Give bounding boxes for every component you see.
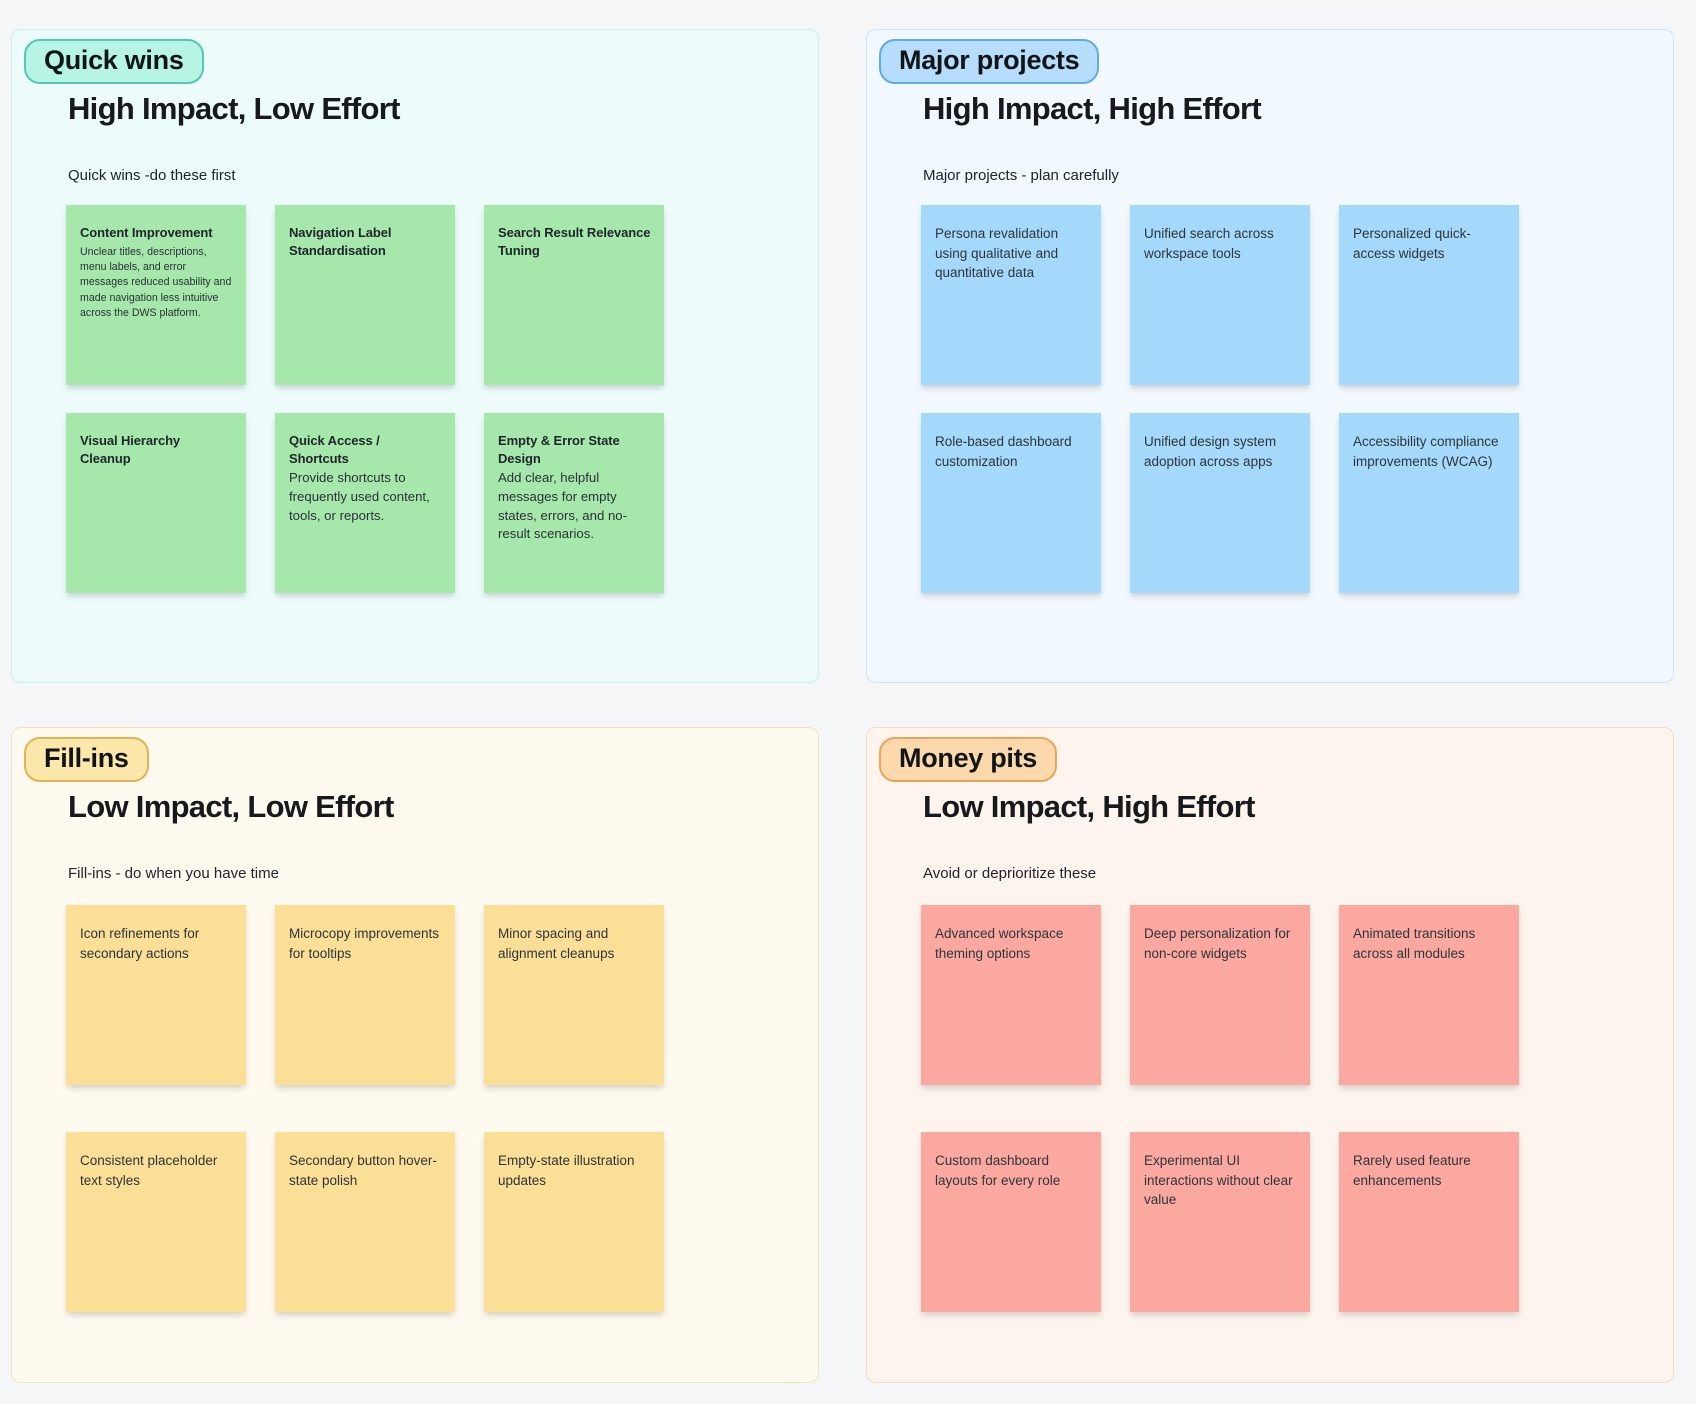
sticky-text: Experimental UI interactions without cle… [1144,1153,1293,1208]
sticky-note[interactable]: Animated transitions across all modules [1339,905,1519,1085]
sticky-note[interactable]: Custom dashboard layouts for every role [921,1132,1101,1312]
quadrant-title: High Impact, High Effort [923,91,1262,126]
sticky-grid: Content Improvement Unclear titles, desc… [66,205,818,593]
sticky-text: Role-based dashboard customization [935,434,1072,469]
sticky-grid: Icon refinements for secondary actions M… [66,905,818,1312]
sticky-note[interactable]: Persona revalidation using qualitative a… [921,205,1101,385]
quadrant-title: High Impact, Low Effort [68,91,400,126]
sticky-text: Unified search across workspace tools [1144,226,1274,261]
sticky-text: Personalized quick-access widgets [1353,226,1471,261]
quadrant-money-pits: Money pits Low Impact, High Effort Avoid… [866,727,1674,1383]
money-pits-badge[interactable]: Money pits [879,737,1058,782]
quick-wins-badge[interactable]: Quick wins [24,39,204,84]
sticky-text: Animated transitions across all modules [1353,926,1476,961]
sticky-body: Add clear, helpful messages for empty st… [498,470,628,542]
sticky-text: Persona revalidation using qualitative a… [935,226,1059,281]
sticky-note[interactable]: Visual Hierarchy Cleanup [66,413,246,593]
sticky-text: Minor spacing and alignment cleanups [498,926,615,961]
sticky-note[interactable]: Navigation Label Standardisation [275,205,455,385]
quadrant-title: Low Impact, High Effort [923,789,1255,824]
sticky-note[interactable]: Empty & Error State Design Add clear, he… [484,413,664,593]
sticky-note[interactable]: Minor spacing and alignment cleanups [484,905,664,1085]
sticky-text: Microcopy improvements for tooltips [289,926,440,961]
major-projects-badge-label: Major projects [899,45,1080,75]
sticky-note[interactable]: Quick Access / Shortcuts Provide shortcu… [275,413,455,593]
sticky-title: Content Improvement [80,225,213,240]
sticky-note[interactable]: Content Improvement Unclear titles, desc… [66,205,246,385]
sticky-grid: Advanced workspace theming options Deep … [921,905,1673,1312]
sticky-note[interactable]: Microcopy improvements for tooltips [275,905,455,1085]
sticky-note[interactable]: Consistent placeholder text styles [66,1132,246,1312]
sticky-note[interactable]: Deep personalization for non-core widget… [1130,905,1310,1085]
sticky-text: Rarely used feature enhancements [1353,1153,1471,1188]
sticky-body: Unclear titles, descriptions, menu label… [80,245,232,319]
fill-ins-badge[interactable]: Fill-ins [24,737,149,782]
sticky-text: Empty-state illustration updates [498,1153,635,1188]
quadrant-subtitle: Quick wins -do these first [68,167,236,184]
sticky-note[interactable]: Role-based dashboard customization [921,413,1101,593]
sticky-text: Consistent placeholder text styles [80,1153,218,1188]
sticky-title: Quick Access / Shortcuts [289,433,380,466]
sticky-note[interactable]: Unified design system adoption across ap… [1130,413,1310,593]
sticky-title: Visual Hierarchy Cleanup [80,433,181,466]
sticky-note[interactable]: Accessibility compliance improvements (W… [1339,413,1519,593]
sticky-note[interactable]: Experimental UI interactions without cle… [1130,1132,1310,1312]
sticky-text: Advanced workspace theming options [935,926,1064,961]
sticky-note[interactable]: Search Result Relevance Tuning [484,205,664,385]
quadrant-major-projects: Major projects High Impact, High Effort … [866,29,1674,683]
quick-wins-badge-label: Quick wins [44,45,184,75]
quadrant-subtitle: Major projects - plan carefully [923,167,1119,184]
sticky-note[interactable]: Unified search across workspace tools [1130,205,1310,385]
sticky-note[interactable]: Rarely used feature enhancements [1339,1132,1519,1312]
quadrant-subtitle: Fill-ins - do when you have time [68,865,279,882]
major-projects-badge[interactable]: Major projects [879,39,1100,84]
sticky-text: Unified design system adoption across ap… [1144,434,1277,469]
quadrant-subtitle: Avoid or deprioritize these [923,865,1097,882]
sticky-note[interactable]: Empty-state illustration updates [484,1132,664,1312]
sticky-note[interactable]: Advanced workspace theming options [921,905,1101,1085]
fill-ins-badge-label: Fill-ins [44,743,129,773]
sticky-note[interactable]: Icon refinements for secondary actions [66,905,246,1085]
sticky-text: Secondary button hover-state polish [289,1153,437,1188]
sticky-title: Search Result Relevance Tuning [498,225,651,258]
quadrant-title: Low Impact, Low Effort [68,789,394,824]
sticky-text: Custom dashboard layouts for every role [935,1153,1061,1188]
sticky-grid: Persona revalidation using qualitative a… [921,205,1673,593]
sticky-text: Icon refinements for secondary actions [80,926,200,961]
quadrant-fill-ins: Fill-ins Low Impact, Low Effort Fill-ins… [11,727,819,1383]
sticky-body: Provide shortcuts to frequently used con… [289,470,430,523]
sticky-title: Navigation Label Standardisation [289,225,392,258]
quadrant-quick-wins: Quick wins High Impact, Low Effort Quick… [11,29,819,683]
sticky-text: Deep personalization for non-core widget… [1144,926,1291,961]
sticky-title: Empty & Error State Design [498,433,620,466]
money-pits-badge-label: Money pits [899,743,1038,773]
sticky-note[interactable]: Secondary button hover-state polish [275,1132,455,1312]
sticky-text: Accessibility compliance improvements (W… [1353,434,1499,469]
sticky-note[interactable]: Personalized quick-access widgets [1339,205,1519,385]
